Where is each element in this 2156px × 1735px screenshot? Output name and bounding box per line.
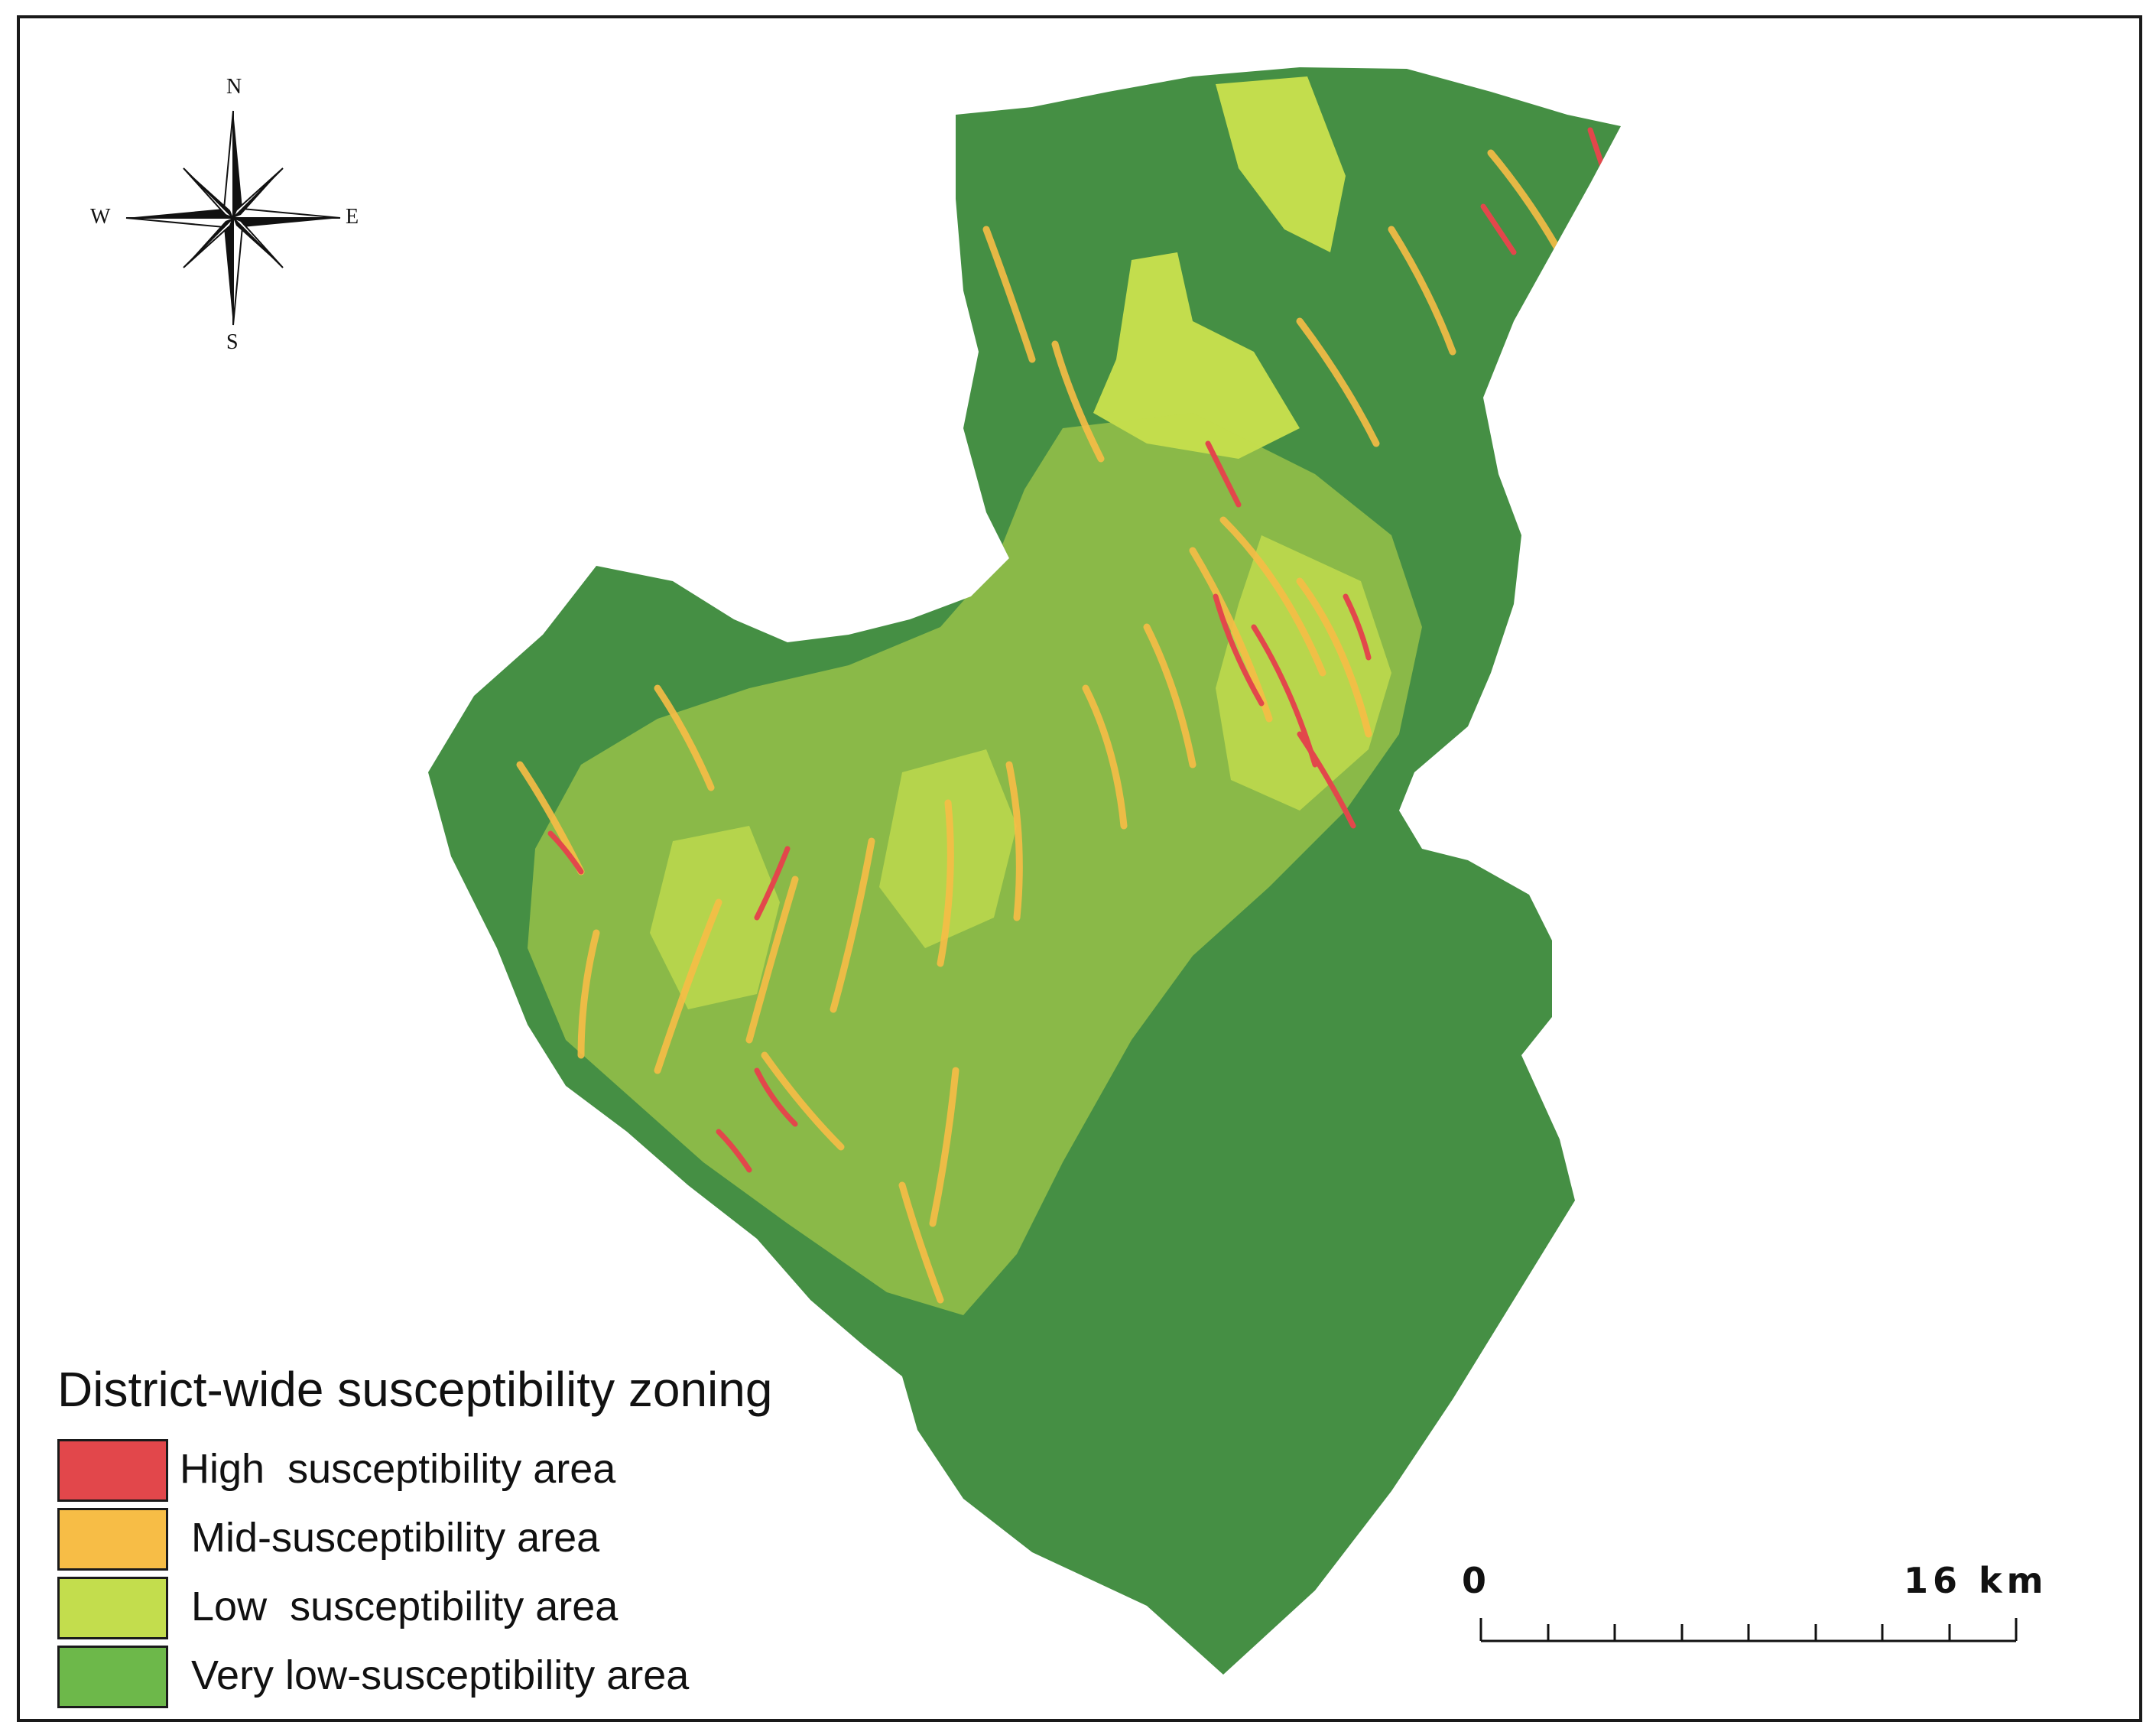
compass-rose-icon [125,110,341,326]
legend-item-high: High susceptibility area [57,1439,898,1506]
legend: District-wide susceptibility zoning High… [57,1361,898,1714]
scale-start-label: 0 [1462,1560,1492,1601]
compass-north-label: N [226,75,242,99]
legend-swatch-low [57,1577,168,1639]
legend-swatch-mid [57,1508,168,1571]
legend-label-very-low: Very low-susceptibility area [180,1652,690,1698]
legend-swatch-very-low [57,1646,168,1708]
legend-label-mid: Mid-susceptibility area [180,1515,600,1561]
legend-title: District-wide susceptibility zoning [57,1362,773,1417]
legend-item-low: Low susceptibility area [57,1577,898,1644]
legend-label-low: Low susceptibility area [180,1584,619,1629]
compass-west-label: W [90,205,111,229]
compass-east-label: E [346,205,359,229]
legend-label-high: High susceptibility area [180,1446,616,1492]
legend-swatch-high [57,1439,168,1502]
scale-bar [1479,1618,2018,1642]
legend-item-very-low: Very low-susceptibility area [57,1646,898,1713]
compass-south-label: S [226,330,239,354]
susceptibility-texture [516,76,1609,1315]
scale-end-label: 16 km [1904,1560,2048,1601]
legend-item-mid: Mid-susceptibility area [57,1508,898,1575]
